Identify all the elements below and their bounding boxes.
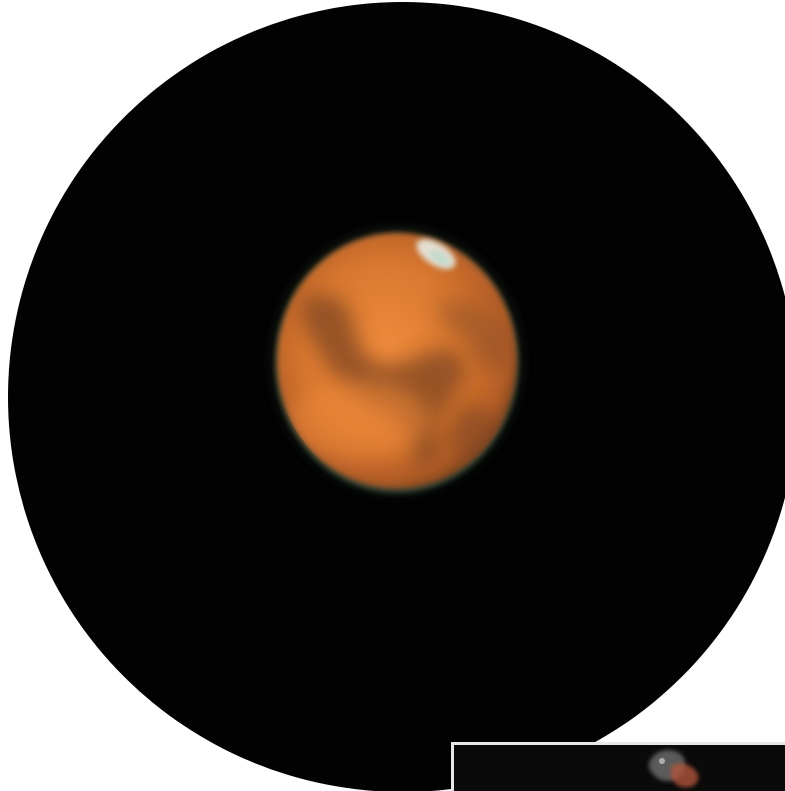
inset-thumbnail-image: [454, 745, 785, 791]
inset-highlight: [659, 758, 665, 764]
bright-region: [290, 380, 430, 460]
inset-thumbnail: [451, 742, 785, 791]
